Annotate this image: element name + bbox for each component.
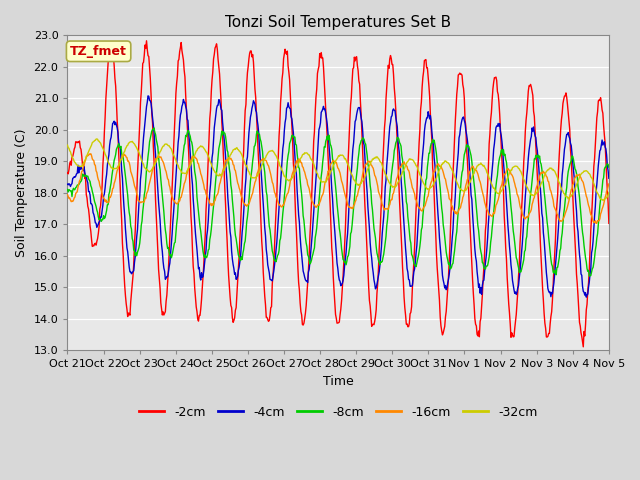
Legend: -2cm, -4cm, -8cm, -16cm, -32cm: -2cm, -4cm, -8cm, -16cm, -32cm bbox=[134, 401, 542, 424]
Title: Tonzi Soil Temperatures Set B: Tonzi Soil Temperatures Set B bbox=[225, 15, 451, 30]
X-axis label: Time: Time bbox=[323, 375, 353, 388]
Text: TZ_fmet: TZ_fmet bbox=[70, 45, 127, 58]
Y-axis label: Soil Temperature (C): Soil Temperature (C) bbox=[15, 129, 28, 257]
